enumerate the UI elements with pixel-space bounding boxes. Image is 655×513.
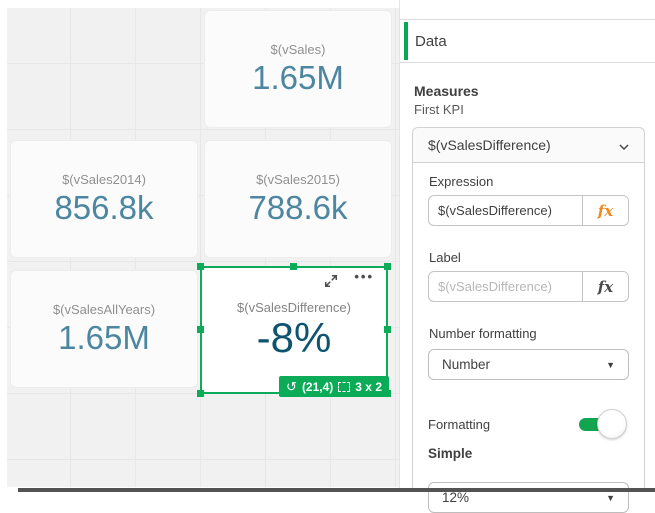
resize-handle-top-middle[interactable] <box>290 263 297 270</box>
expression-input[interactable] <box>429 196 582 225</box>
label-label: Label <box>429 250 461 265</box>
kpi-label: $(vSalesAllYears) <box>52 302 156 318</box>
kpi-label: $(vSales2014) <box>62 172 146 188</box>
rotate-icon: ↺ <box>286 379 297 394</box>
chevron-down-icon <box>619 137 629 153</box>
dropdown-caret-icon: ▼ <box>606 492 615 503</box>
selection-position-size-badge: ↺ (21,4) 3 x 2 <box>279 376 389 397</box>
resize-handle-top-right[interactable] <box>384 263 391 270</box>
resize-handle-bottom-left[interactable] <box>197 390 204 397</box>
sheet-bottom-edge <box>18 488 655 492</box>
selection-size-icon <box>338 381 351 392</box>
properties-panel: Data Measures First KPI $(vSalesDifferen… <box>399 0 655 513</box>
format-value-dropdown[interactable]: 12% ▼ <box>428 482 629 513</box>
measure-name: $(vSalesDifference) <box>428 137 551 153</box>
kpi-label: $(vSalesDifference) <box>237 299 351 315</box>
grid-size: 3 x 2 <box>355 379 382 394</box>
more-options-icon[interactable]: ••• <box>354 269 374 284</box>
expression-editor-fx-button[interactable]: fx <box>582 196 628 225</box>
grid-position: (21,4) <box>301 379 334 394</box>
number-formatting-value: Number <box>442 357 491 372</box>
resize-handle-top-left[interactable] <box>197 263 204 270</box>
sheet-canvas: $(vSales) 1.65M $(vSales2014) 856.8k $(v… <box>7 8 399 487</box>
label-input[interactable] <box>429 272 582 301</box>
measure-accordion-header[interactable]: $(vSalesDifference) <box>413 128 644 163</box>
kpi-value: 856.8k <box>54 189 154 227</box>
active-section-accent <box>404 22 408 60</box>
label-editor-fx-button[interactable]: fx <box>582 272 628 301</box>
number-formatting-label: Number formatting <box>429 326 537 341</box>
toggle-knob[interactable] <box>597 409 627 439</box>
panel-section-data[interactable]: Data <box>400 19 655 63</box>
kpi-tile-vsales2014[interactable]: $(vSales2014) 856.8k <box>10 140 198 258</box>
expression-label: Expression <box>429 174 494 189</box>
kpi-value: 1.65M <box>58 319 150 357</box>
expression-input-group: fx <box>428 195 629 226</box>
number-formatting-dropdown[interactable]: Number ▼ <box>428 349 629 380</box>
dropdown-caret-icon: ▼ <box>606 359 615 370</box>
formatting-toggle[interactable] <box>579 409 627 439</box>
kpi-tile-vsales[interactable]: $(vSales) 1.65M <box>204 10 392 128</box>
resize-handle-middle-right[interactable] <box>384 326 391 333</box>
measures-heading: Measures <box>414 83 479 99</box>
kpi-value: -8% <box>256 313 332 361</box>
panel-title: Data <box>415 32 447 50</box>
kpi-label: $(vSales2015) <box>256 172 340 188</box>
label-input-group: fx <box>428 271 629 302</box>
expand-icon[interactable] <box>324 274 338 288</box>
kpi-name-label: First KPI <box>414 102 464 117</box>
kpi-tile-vsalesallyears[interactable]: $(vSalesAllYears) 1.65M <box>10 270 198 388</box>
kpi-tile-vsalesdifference-selected[interactable]: $(vSalesDifference) -8% ••• ↺ (21,4) 3 x… <box>197 263 391 397</box>
kpi-value: 1.65M <box>252 59 344 97</box>
kpi-tile-vsales2015[interactable]: $(vSales2015) 788.6k <box>204 140 392 258</box>
formatting-label: Formatting <box>428 416 491 432</box>
resize-handle-middle-left[interactable] <box>197 326 204 333</box>
format-value: 12% <box>442 490 470 505</box>
formatting-mode-label: Simple <box>428 446 473 461</box>
kpi-value: 788.6k <box>248 189 348 227</box>
measure-accordion: $(vSalesDifference) Expression fx Label … <box>412 127 645 513</box>
kpi-label: $(vSales) <box>270 42 326 58</box>
